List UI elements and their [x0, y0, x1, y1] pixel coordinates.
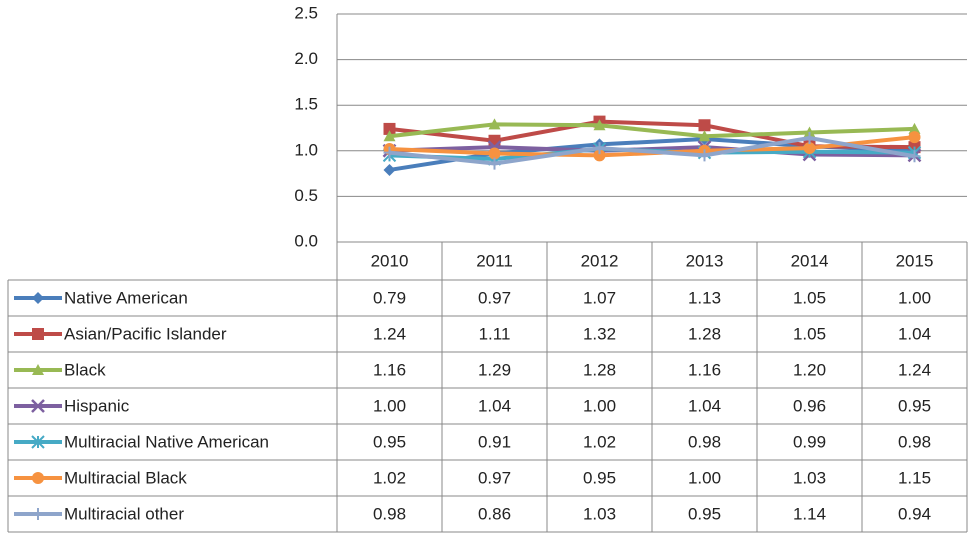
table-cell: 0.79	[373, 288, 406, 307]
legend-label: Multiracial other	[64, 504, 184, 523]
table-cell: 1.04	[478, 396, 511, 415]
table-cell: 1.14	[793, 504, 826, 523]
table-cell: 0.98	[898, 432, 931, 451]
table-cell: 1.28	[583, 360, 616, 379]
y-tick-label: 1.0	[294, 140, 318, 159]
x-tick-label: 2011	[476, 251, 513, 270]
marker	[698, 119, 711, 132]
x-tick-label: 2015	[896, 251, 934, 270]
table-cell: 1.07	[583, 288, 616, 307]
table-cell: 1.03	[793, 468, 826, 487]
marker	[803, 132, 816, 145]
x-tick-label: 2013	[686, 251, 724, 270]
table-cell: 1.13	[688, 288, 721, 307]
table-cell: 0.86	[478, 504, 511, 523]
marker	[383, 122, 396, 135]
legend-label: Black	[64, 360, 106, 379]
series-line	[389, 122, 915, 139]
table-cell: 0.95	[898, 396, 931, 415]
marker	[488, 118, 501, 130]
table-cell: 1.20	[793, 360, 826, 379]
table-cell: 0.94	[898, 504, 931, 523]
marker	[383, 146, 396, 159]
table-cell: 1.05	[793, 324, 826, 343]
table-cell: 1.00	[373, 396, 406, 415]
x-tick-label: 2010	[371, 251, 409, 270]
marker	[383, 163, 396, 176]
table-cell: 0.95	[583, 468, 616, 487]
marker	[908, 122, 921, 134]
marker	[908, 131, 921, 144]
y-tick-label: 2.0	[294, 49, 318, 68]
table-cell: 1.24	[373, 324, 406, 343]
legend-marker	[32, 328, 44, 340]
marker	[488, 134, 501, 147]
legend-marker	[31, 435, 45, 449]
marker	[803, 142, 816, 155]
y-tick-label: 0.5	[294, 186, 318, 205]
table-cell: 1.29	[478, 360, 511, 379]
table-cell: 1.02	[583, 432, 616, 451]
table-cell: 0.95	[688, 504, 721, 523]
table-cell: 0.97	[478, 468, 511, 487]
table-cell: 1.00	[583, 396, 616, 415]
marker	[383, 130, 396, 142]
marker	[698, 130, 711, 142]
marker	[593, 119, 606, 131]
table-cell: 1.02	[373, 468, 406, 487]
table-cell: 0.98	[688, 432, 721, 451]
table-cell: 1.00	[688, 468, 721, 487]
marker	[488, 147, 501, 160]
marker	[698, 149, 711, 162]
table-cell: 1.03	[583, 504, 616, 523]
legend-label: Multiracial Black	[64, 468, 187, 487]
table-cell: 0.95	[373, 432, 406, 451]
marker	[908, 150, 921, 163]
x-tick-label: 2014	[791, 251, 829, 270]
legend-marker	[32, 292, 44, 304]
table-cell: 1.05	[793, 288, 826, 307]
legend-label: Asian/Pacific Islander	[64, 324, 227, 343]
x-tick-label: 2012	[581, 251, 619, 270]
table-cell: 1.15	[898, 468, 931, 487]
table-cell: 1.24	[898, 360, 931, 379]
legend-marker	[31, 399, 45, 413]
table-cell: 1.32	[583, 324, 616, 343]
table-cell: 0.97	[478, 288, 511, 307]
marker	[593, 149, 606, 162]
table-cell: 1.00	[898, 288, 931, 307]
table-cell: 0.91	[478, 432, 511, 451]
y-tick-label: 0.0	[294, 231, 318, 250]
table-cell: 1.28	[688, 324, 721, 343]
legend-label: Native American	[64, 288, 188, 307]
legend-marker	[32, 508, 44, 520]
table-cell: 0.99	[793, 432, 826, 451]
legend-marker	[32, 472, 44, 484]
table-cell: 0.98	[373, 504, 406, 523]
table-cell: 1.11	[479, 324, 511, 343]
table-cell: 0.96	[793, 396, 826, 415]
marker	[593, 142, 606, 155]
legend-label: Multiracial Native American	[64, 432, 269, 451]
legend-marker	[32, 364, 44, 375]
table-cell: 1.04	[898, 324, 931, 343]
y-tick-label: 2.5	[294, 3, 318, 22]
y-tick-label: 1.5	[294, 95, 318, 114]
legend-label: Hispanic	[64, 396, 130, 415]
marker	[488, 157, 501, 170]
table-cell: 1.16	[688, 360, 721, 379]
table-cell: 1.16	[373, 360, 406, 379]
table-cell: 1.04	[688, 396, 721, 415]
series-line	[389, 136, 915, 166]
